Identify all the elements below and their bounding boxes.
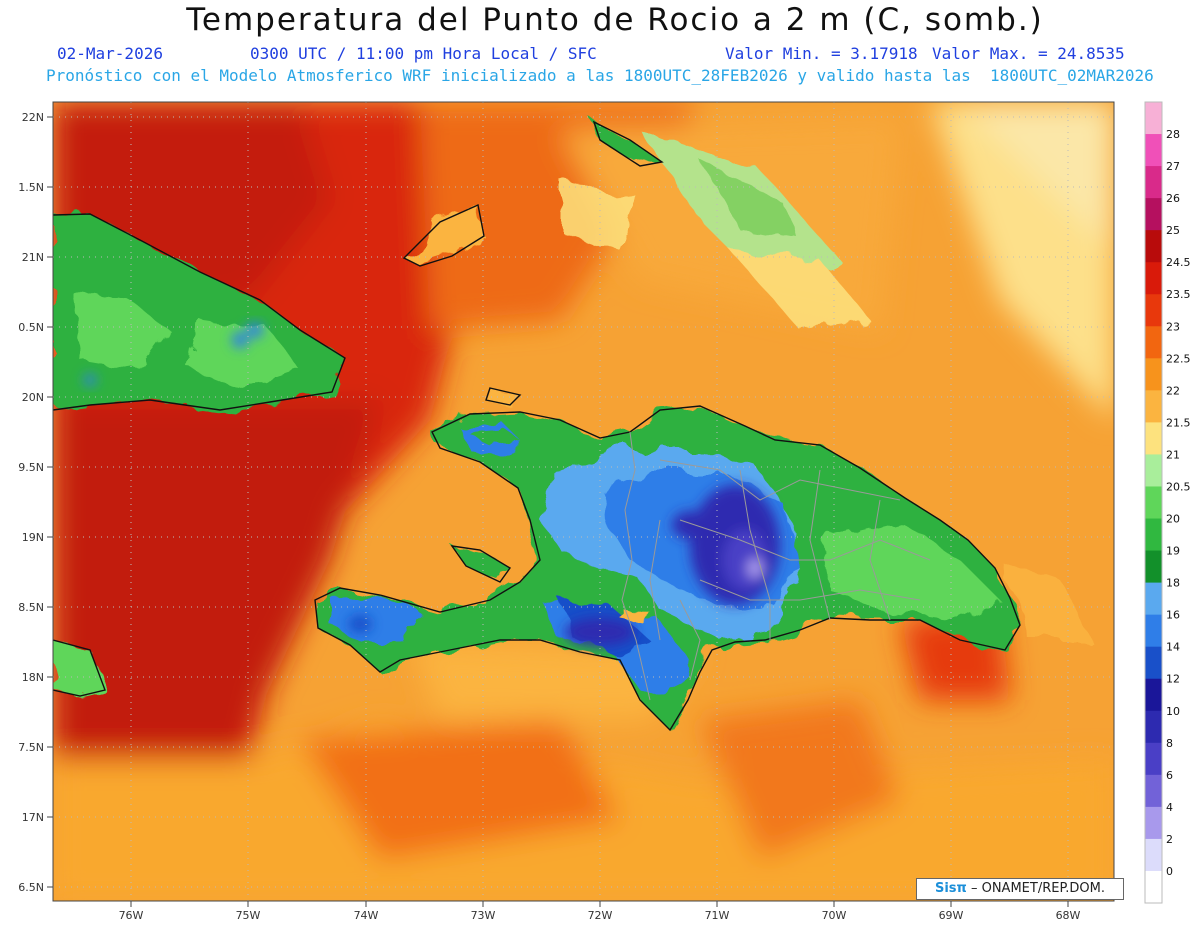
colorbar-swatch [1145,326,1162,359]
lon-label: 69W [939,909,964,922]
lon-label: 73W [471,909,496,922]
lon-labels: 76W 75W 74W 73W 72W 71W 70W 69W 68W [119,909,1081,922]
colorbar-label: 6 [1166,769,1173,782]
colorbar-swatch [1145,614,1162,648]
credit-box: Sisπ – ONAMET/REP.DOM. [916,878,1124,900]
colorbar-swatch [1145,294,1162,327]
map-field [53,102,1114,901]
lat-label: 20N [22,391,44,404]
colorbar-label: 19 [1166,545,1180,558]
map-title: Temperatura del Punto de Rocio a 2 m (C,… [186,2,1044,38]
colorbar-label: 27 [1166,160,1180,173]
lat-label: 17N [22,811,44,824]
colorbar-label: 10 [1166,705,1180,718]
colorbar-swatch [1145,550,1162,584]
colorbar-label: 25 [1166,224,1180,237]
colorbar-frame [1144,101,1163,904]
colorbar-swatch [1145,646,1162,680]
colorbar-label: 21.5 [1166,416,1191,429]
colorbar-label: 20.5 [1166,480,1191,493]
colorbar-swatch [1145,774,1162,808]
lat-label: 21N [22,251,44,264]
colorbar-swatch [1145,230,1162,263]
colorbar-swatch [1145,166,1162,199]
colorbar-swatch [1145,870,1162,904]
colorbar-label: 22.5 [1166,352,1191,365]
lat-label: 0.5N [18,321,44,334]
colorbar-label: 21 [1166,448,1180,461]
lat-label: 19N [22,531,44,544]
lon-label: 72W [588,909,613,922]
province-borders [621,431,931,701]
colorbar-swatch [1145,262,1162,295]
colorbar-swatch [1145,198,1162,231]
colorbar-swatch [1145,102,1162,135]
colorbar-label: 28 [1166,128,1180,141]
colorbar-swatch [1145,742,1162,776]
colorbar-label: 0 [1166,865,1173,878]
colorbar-label: 18 [1166,577,1180,590]
colorbar-label: 16 [1166,609,1180,622]
colorbar-label: 23 [1166,320,1180,333]
colorbar-label: 24.5 [1166,256,1191,269]
colorbar-swatch [1145,134,1162,167]
colorbar-swatch [1145,518,1162,552]
min-value: Valor Min. = 3.17918 [725,44,918,63]
lat-label: 6.5N [18,881,44,894]
colorbar-label: 14 [1166,641,1180,654]
lon-label: 70W [822,909,847,922]
lat-label: 18N [22,671,44,684]
lat-label: 22N [22,111,44,124]
lon-label: 71W [705,909,730,922]
lon-label: 74W [354,909,379,922]
lat-label: 8.5N [18,601,44,614]
colorbar-swatch [1145,454,1162,487]
colorbar-label: 23.5 [1166,288,1191,301]
credit-text: – ONAMET/REP.DOM. [970,881,1105,896]
colorbar-label: 4 [1166,801,1173,814]
max-value: Valor Max. = 24.8535 [932,44,1125,63]
lon-label: 68W [1056,909,1081,922]
lat-label: 1.5N [18,181,44,194]
colorbar-swatch [1145,678,1162,712]
colorbar-label: 12 [1166,673,1180,686]
colorbar-swatch [1145,486,1162,520]
valid-time: 0300 UTC / 11:00 pm Hora Local / SFC [250,44,597,63]
lon-label: 76W [119,909,144,922]
colorbar-swatch [1145,838,1162,872]
model-info: Pronóstico con el Modelo Atmosferico WRF… [46,66,1154,85]
lat-label: 7.5N [18,741,44,754]
colorbar-swatch [1145,582,1162,616]
colorbar: 2827262524.523.52322.52221.52120.5201918… [1144,101,1191,904]
colorbar-label: 2 [1166,833,1173,846]
colorbar-swatch [1145,390,1162,423]
colorbar-label: 26 [1166,192,1180,205]
map-frame [52,101,1115,902]
colorbar-label: 22 [1166,384,1180,397]
colorbar-label: 8 [1166,737,1173,750]
valid-date: 02-Mar-2026 [57,44,163,63]
colorbar-swatch [1145,358,1162,391]
colorbar-swatch [1145,422,1162,455]
colorbar-label: 20 [1166,513,1180,526]
colorbar-swatch [1145,710,1162,744]
coastlines [53,120,1021,732]
sispi-logo: Sisπ [934,881,967,896]
lat-label: 9.5N [18,461,44,474]
colorbar-swatch [1145,806,1162,840]
lat-labels: 22N 1.5N 21N 0.5N 20N 9.5N 19N 8.5N 18N … [18,111,44,894]
lon-label: 75W [236,909,261,922]
